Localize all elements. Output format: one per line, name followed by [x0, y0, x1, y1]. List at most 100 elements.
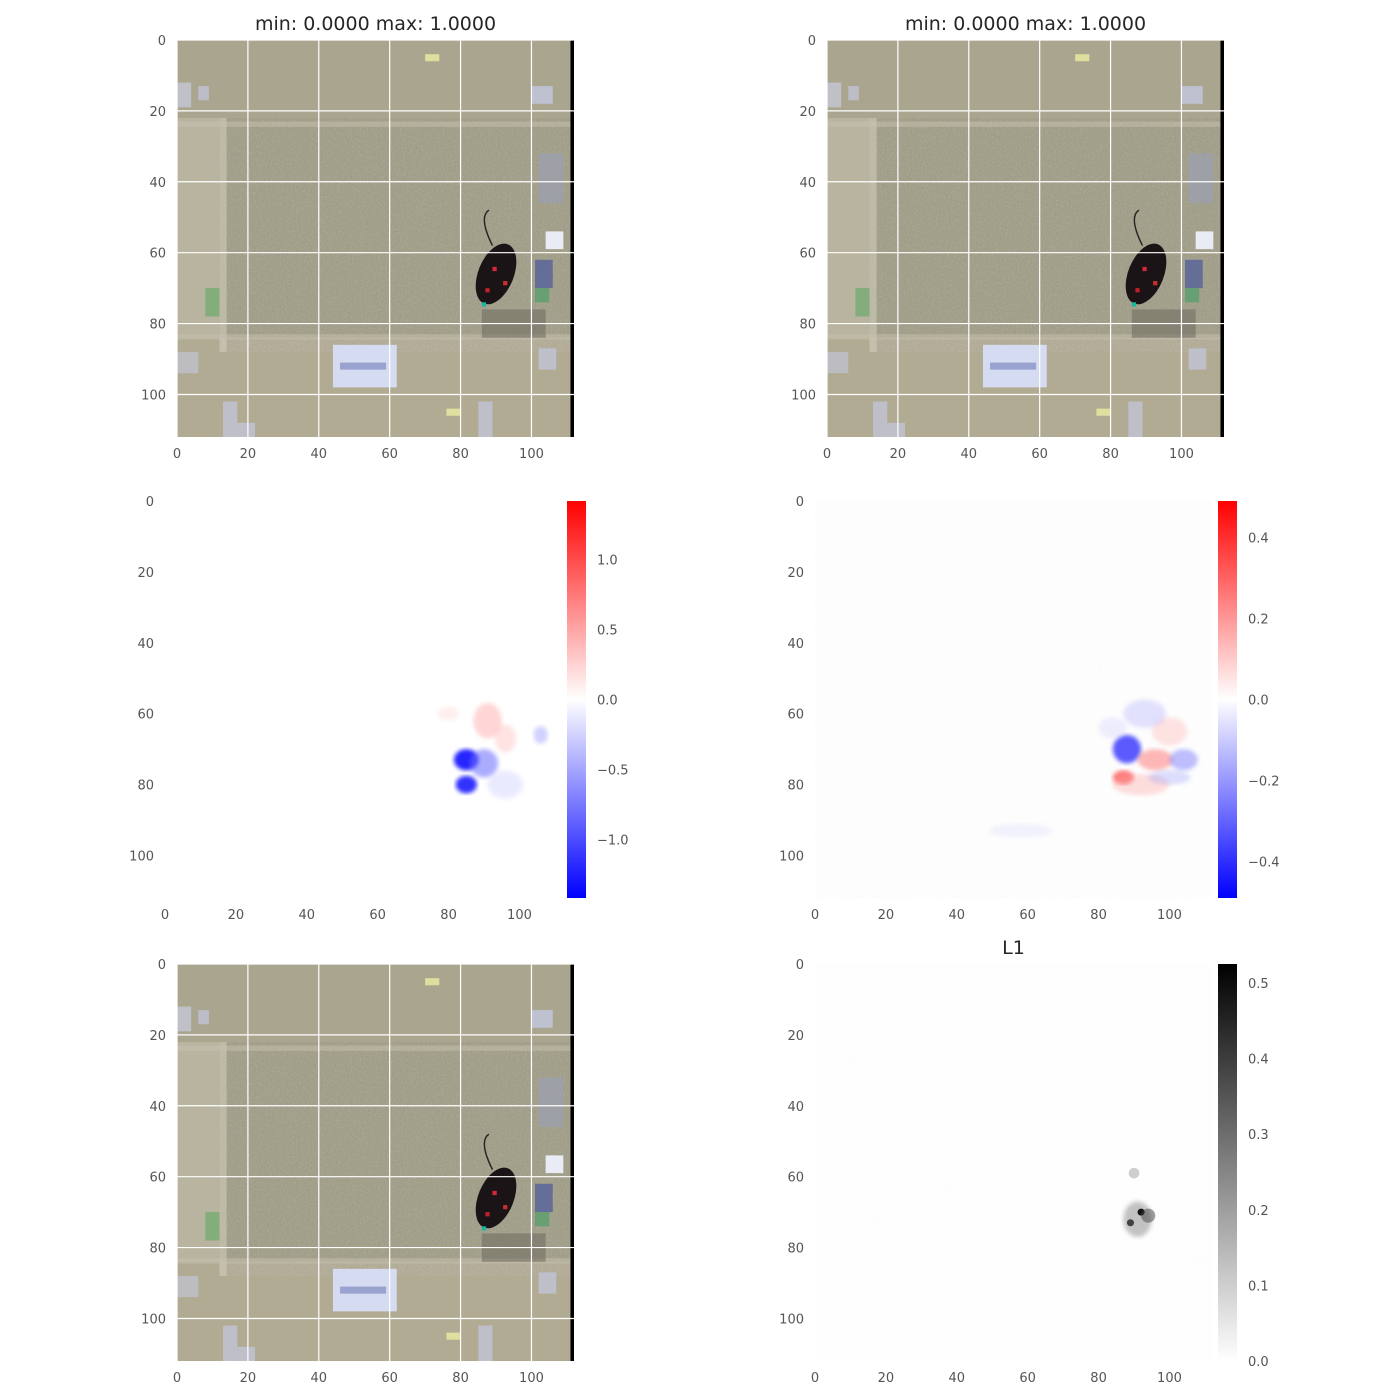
- y-tick-label: 60: [149, 247, 166, 262]
- left-wall: [177, 117, 220, 352]
- y-tick-label: 40: [787, 637, 804, 652]
- object-blue: [1185, 259, 1203, 289]
- marker-blue: [1188, 348, 1207, 370]
- x-tick-label: 100: [519, 1371, 544, 1386]
- y-tick-label: 40: [149, 1100, 166, 1115]
- x-tick-label: 80: [452, 447, 469, 462]
- colorbar: [567, 501, 586, 898]
- y-tick-label: 60: [787, 708, 804, 723]
- marker-blue: [177, 82, 192, 108]
- heatmap-cell: [1128, 1167, 1140, 1179]
- top-wall: [177, 40, 574, 118]
- marker-blue: [223, 401, 238, 437]
- object-blue: [535, 1183, 553, 1213]
- colorbar-tick-label: −0.5: [597, 763, 629, 778]
- colorbar-tick-label: 0.4: [1248, 1053, 1269, 1068]
- x-tick-label: 60: [381, 1371, 398, 1386]
- colorbar-tick-label: 0.0: [1248, 694, 1269, 709]
- marker-blue: [478, 401, 493, 437]
- marker-blue: [198, 86, 209, 101]
- x-tick-label: 20: [878, 908, 895, 923]
- x-tick-label: 60: [1031, 447, 1048, 462]
- y-tick-label: 0: [796, 495, 804, 510]
- device-right: [538, 1077, 564, 1128]
- top-edge-highlight: [177, 1045, 574, 1051]
- marker-blue: [1181, 86, 1203, 104]
- y-tick-label: 40: [787, 1100, 804, 1115]
- heatmap-cell: [455, 775, 477, 794]
- x-tick-label: 20: [890, 447, 907, 462]
- marker-blue: [827, 82, 842, 108]
- marker-green: [205, 1212, 220, 1241]
- x-tick-label: 40: [311, 1371, 328, 1386]
- y-tick-label: 80: [137, 779, 154, 794]
- colorbar: [1218, 964, 1237, 1361]
- heatmap-cell: [469, 749, 499, 778]
- mouse-tail: [483, 209, 494, 246]
- x-tick-label: 0: [811, 908, 819, 923]
- marker-green: [535, 288, 550, 303]
- marker-green: [855, 288, 870, 317]
- marker-blue: [1128, 401, 1143, 437]
- x-tick-label: 100: [1157, 908, 1182, 923]
- mouse-marker: [485, 1212, 490, 1217]
- panel-bottom-left: 0 20 40 60 80 100 0 20 40 60 80 100: [141, 958, 575, 1386]
- y-tick-label: 80: [149, 318, 166, 333]
- x-tick-label: 60: [381, 447, 398, 462]
- x-tick-label: 0: [823, 447, 831, 462]
- marker-green: [535, 1212, 550, 1227]
- mouse-marker: [481, 1226, 487, 1231]
- mouse-marker: [485, 288, 490, 293]
- mouse-tail: [483, 1133, 494, 1170]
- x-tick-label: 80: [440, 908, 457, 923]
- marker-blue: [237, 1346, 255, 1361]
- x-tick-label: 100: [519, 447, 544, 462]
- panel-bottom-right: 0 20 40 60 80 100 0 20 40 60 80 100 L1 0.5 0.4 0.3 0.2 0.…: [779, 937, 1269, 1386]
- x-tick-label: 0: [173, 447, 181, 462]
- mouse-marker: [1153, 281, 1158, 286]
- marker-blue: [538, 1272, 557, 1294]
- left-edge-highlight: [219, 117, 227, 352]
- marker-yellow: [425, 54, 440, 62]
- label-text-mark: [340, 1286, 387, 1294]
- marker-blue: [223, 1325, 238, 1361]
- x-tick-label: 40: [949, 1371, 966, 1386]
- colorbar-tick-label: 0.2: [1248, 612, 1269, 627]
- colorbar-tick-label: 1.0: [597, 554, 618, 569]
- marker-yellow: [1096, 408, 1111, 416]
- y-tick-label: 60: [137, 708, 154, 723]
- x-tick-label: 100: [1157, 1371, 1182, 1386]
- y-tick-label: 40: [137, 637, 154, 652]
- marker-blue: [177, 351, 199, 374]
- colorbar-tick-label: 0.5: [1248, 977, 1269, 992]
- panel-top-right: 0 20 40 60 80 100 0 20 40 60 80 100 min: 0.0000 max:…: [791, 13, 1224, 462]
- left-wall: [177, 1041, 220, 1276]
- y-tick-label: 20: [799, 105, 816, 120]
- x-tick-label: 60: [369, 908, 386, 923]
- panel-title: L1: [1002, 937, 1025, 959]
- marker-blue: [538, 348, 557, 370]
- bottom-edge-highlight: [827, 334, 1224, 340]
- y-tick-label: 100: [791, 388, 816, 403]
- colorbar-tick-label: −0.2: [1248, 775, 1280, 790]
- x-tick-label: 60: [1019, 908, 1036, 923]
- x-tick-label: 40: [949, 908, 966, 923]
- y-tick-label: 80: [799, 318, 816, 333]
- mouse-marker: [1131, 302, 1137, 307]
- y-tick-label: 60: [149, 1171, 166, 1186]
- x-tick-label: 60: [1019, 1371, 1036, 1386]
- heatmap-cell: [1126, 1219, 1135, 1227]
- bottom-edge-highlight: [177, 334, 574, 340]
- y-tick-label: 40: [799, 176, 816, 191]
- top-wall: [177, 964, 574, 1042]
- y-tick-label: 80: [787, 1242, 804, 1257]
- y-tick-label: 100: [779, 1312, 804, 1327]
- x-tick-label: 40: [961, 447, 978, 462]
- heatmap-cell: [533, 726, 548, 744]
- y-tick-label: 0: [146, 495, 154, 510]
- left-edge-highlight: [869, 117, 877, 352]
- colorbar-tick-label: 0.4: [1248, 531, 1269, 546]
- marker-blue: [848, 86, 859, 101]
- y-tick-label: 80: [787, 779, 804, 794]
